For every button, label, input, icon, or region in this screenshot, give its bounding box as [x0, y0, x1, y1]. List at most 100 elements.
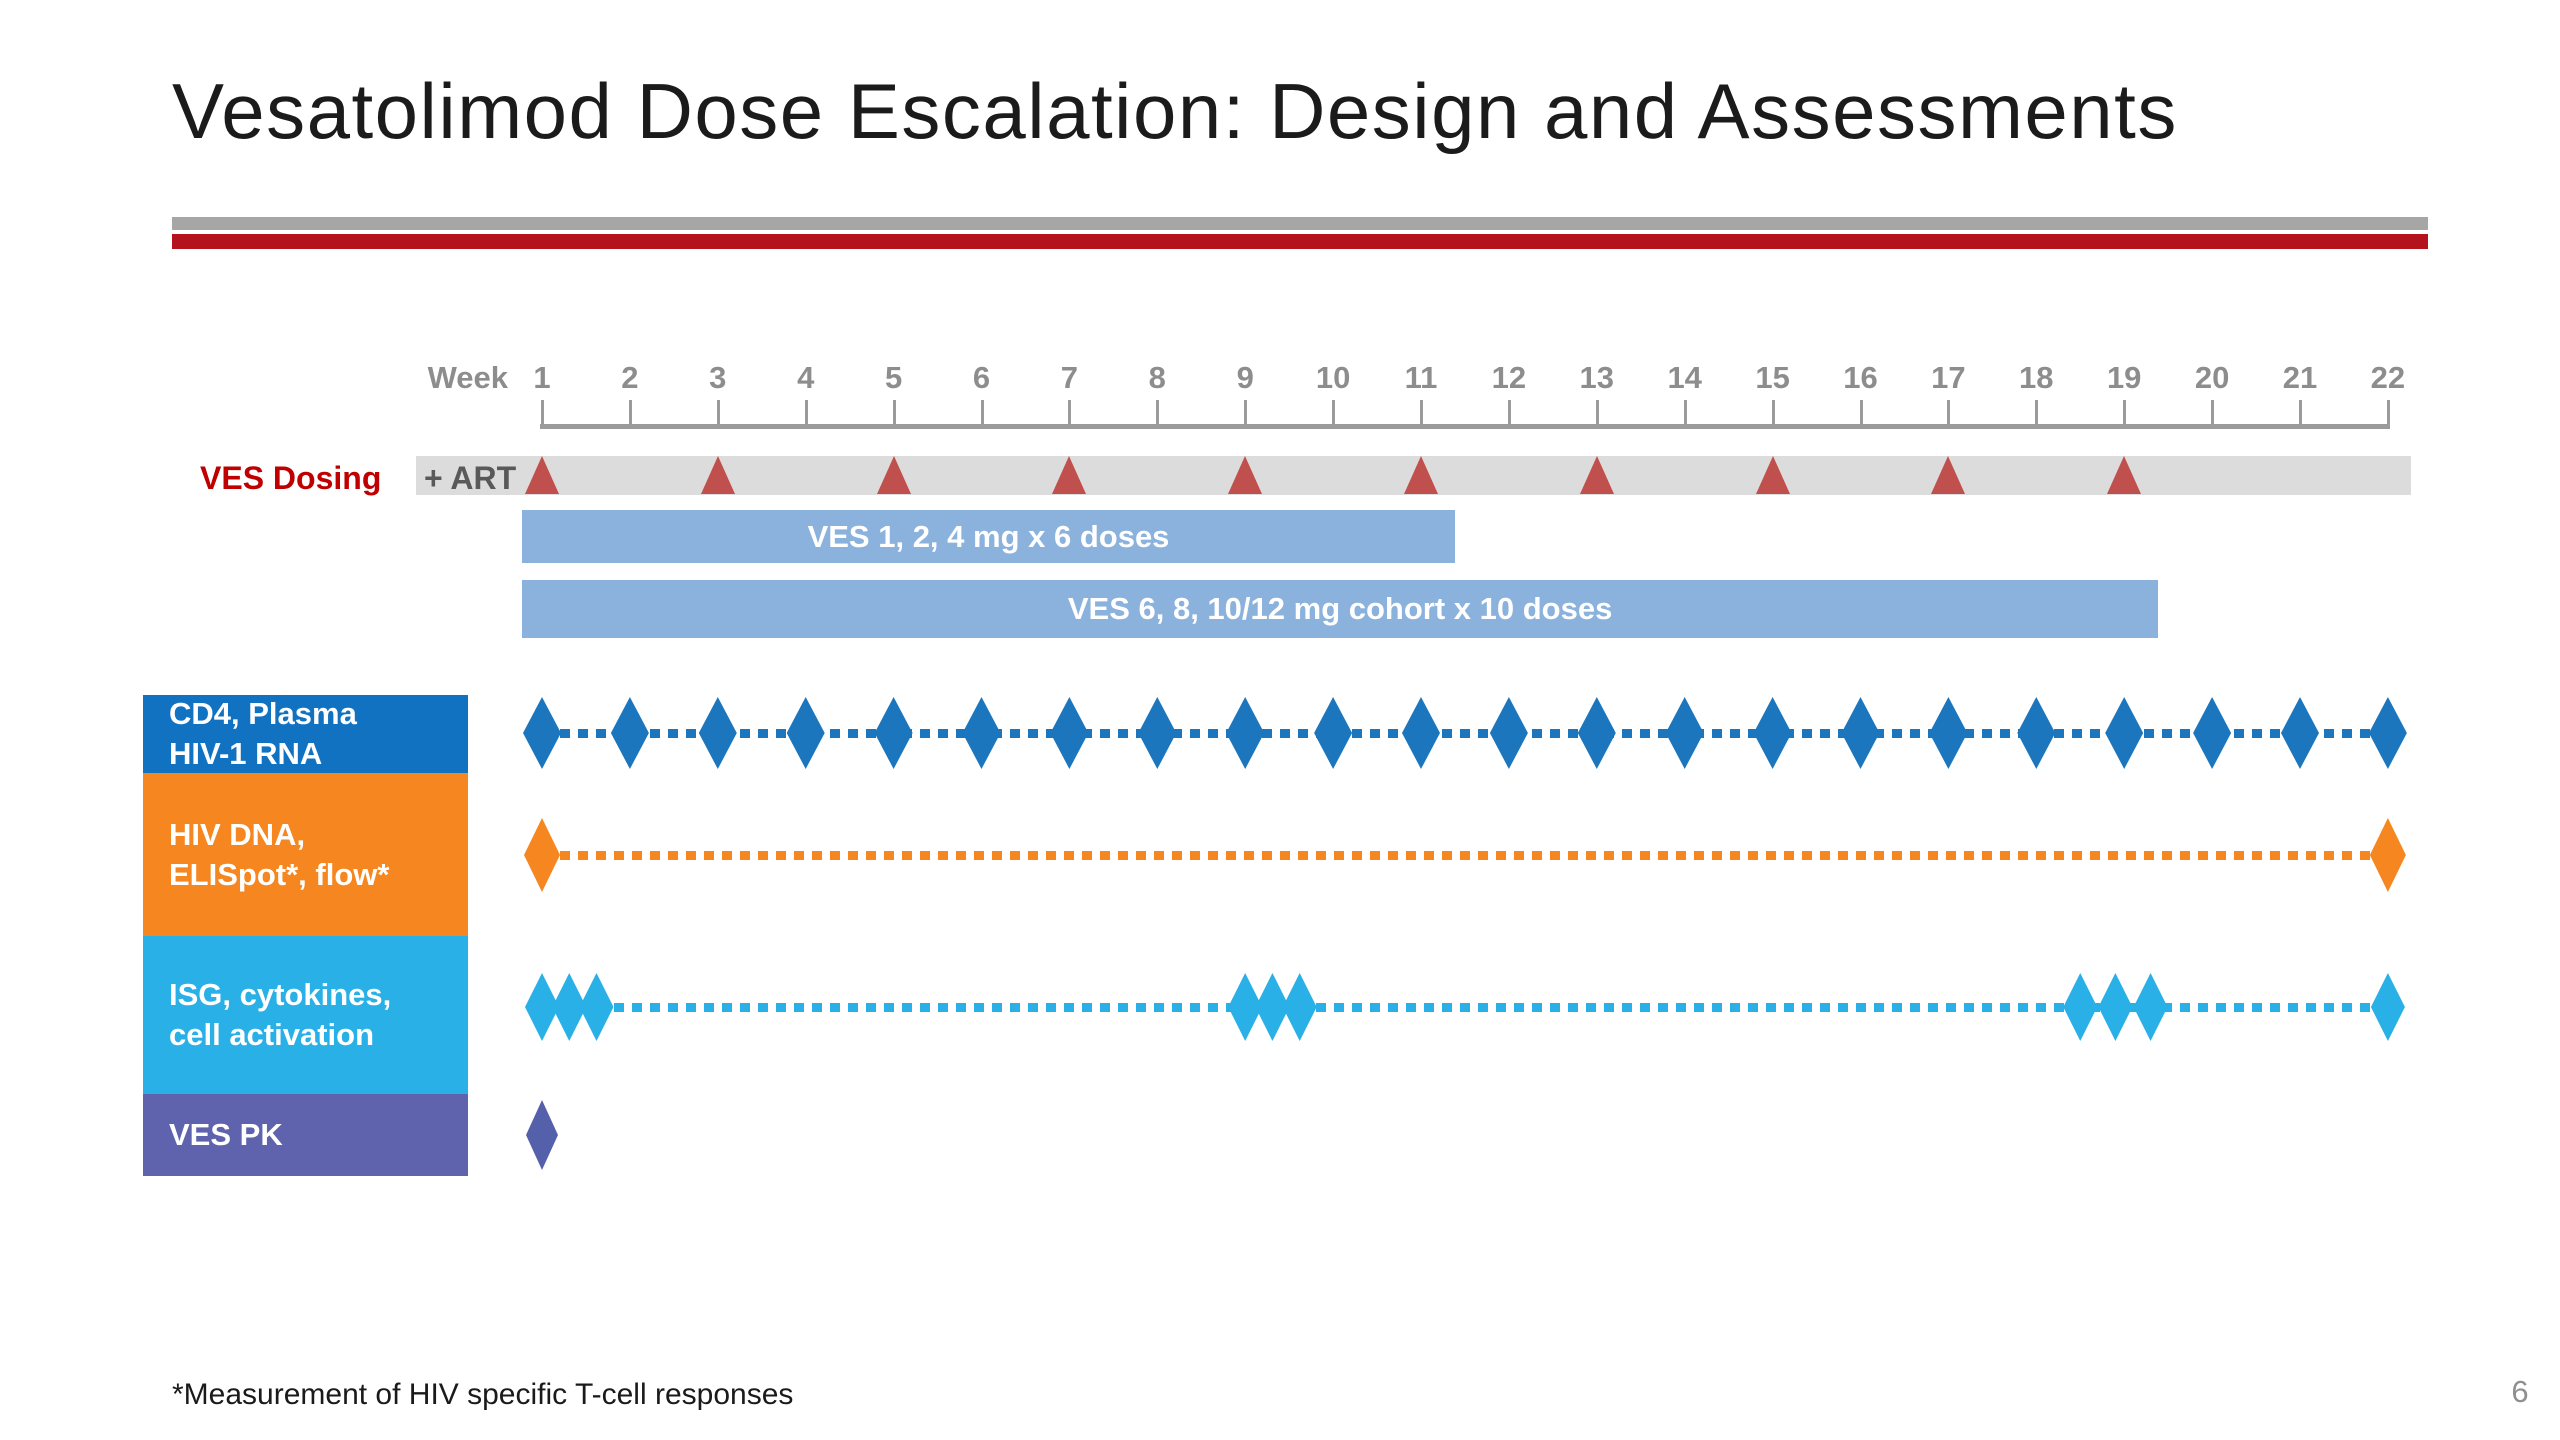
title-rule-red: [172, 234, 2428, 249]
week-number-label: 4: [797, 360, 815, 395]
dose-triangle-icon: [1931, 456, 1966, 494]
week-tick: [2386, 400, 2390, 426]
assessment-box-label: VES PK: [169, 1117, 283, 1152]
week-tick: [1947, 400, 1951, 426]
assessment-diamond-icon: [2098, 973, 2133, 1041]
week-tick: [1683, 400, 1687, 426]
assessment-box-isg-cytokines: ISG, cytokines, cell activation: [143, 936, 468, 1094]
assessment-diamond-icon: [2368, 697, 2407, 769]
week-tick: [892, 400, 896, 426]
assessment-dotted-line: [542, 1003, 2388, 1012]
week-number-label: 22: [2370, 360, 2406, 395]
assessment-diamond-icon: [610, 697, 649, 769]
week-tick: [541, 400, 544, 426]
week-number-label: 10: [1315, 360, 1351, 395]
dose-triangle-icon: [1052, 456, 1087, 494]
assessment-diamond-icon: [874, 697, 913, 769]
assessment-dotted-line: [542, 851, 2388, 860]
week-number-label: 15: [1755, 360, 1790, 395]
week-tick: [628, 400, 632, 426]
assessment-diamond-icon: [1282, 973, 1317, 1041]
assessment-box-label: HIV DNA,: [169, 816, 306, 852]
dose-triangle-icon: [1579, 456, 1614, 494]
dose-triangle-icon: [876, 456, 911, 494]
week-tick: [1244, 400, 1248, 426]
week-number-label: 7: [1060, 360, 1079, 395]
week-tick: [2299, 400, 2302, 426]
dose-cohort-bar: VES 6, 8, 10/12 mg cohort x 10 doses: [522, 580, 2159, 638]
week-number-label: 17: [1931, 360, 1966, 395]
dose-triangle-icon: [1228, 456, 1263, 494]
week-number-label: 9: [1236, 360, 1254, 395]
assessment-box-label: ISG, cytokines,: [169, 977, 392, 1012]
slide-title: Vesatolimod Dose Escalation: Design and …: [172, 67, 2178, 155]
assessment-diamond-icon: [2017, 697, 2056, 769]
dose-cohort-bar-label: VES 1, 2, 4 mg x 6 doses: [807, 518, 1170, 554]
week-number-label: 21: [2282, 360, 2318, 395]
title-rule-gray: [172, 217, 2428, 230]
week-tick: [2211, 400, 2215, 426]
dose-triangle-icon: [525, 456, 559, 494]
dose-triangle-icon: [700, 456, 735, 494]
assessment-diamond-icon: [1665, 697, 1704, 769]
assessment-diamond-icon: [1929, 697, 1968, 769]
assessment-box-ves-pk: VES PK: [143, 1094, 468, 1176]
assessment-diamond-icon: [1841, 697, 1880, 769]
art-label: + ART: [424, 460, 517, 496]
dose-cohort-bar-label: VES 6, 8, 10/12 mg cohort x 10 doses: [1067, 591, 1613, 626]
assessment-diamond-icon: [1577, 697, 1616, 769]
week-tick: [1420, 400, 1423, 426]
assessment-diamond-icon: [2105, 697, 2144, 769]
dose-triangle-icon: [1755, 456, 1790, 494]
week-number-label: 20: [2194, 360, 2230, 395]
assessment-diamond-icon: [2369, 818, 2406, 892]
week-number-label: 14: [1667, 360, 1702, 395]
dose-triangle-icon: [2107, 456, 2142, 494]
ves-dosing-label: VES Dosing: [200, 460, 382, 496]
assessment-diamond-icon: [523, 697, 561, 769]
assessment-diamond-icon: [579, 973, 614, 1041]
assessment-diamond-icon: [698, 697, 737, 769]
week-number-label: 3: [709, 360, 727, 395]
week-number-label: 13: [1579, 360, 1615, 395]
week-number-label: 1: [533, 360, 551, 395]
assessment-diamond-icon: [2133, 973, 2168, 1041]
assessment-diamond-icon: [962, 697, 1001, 769]
assessment-box-label: ELISpot*, flow*: [169, 856, 390, 892]
assessment-diamond-icon: [1753, 697, 1792, 769]
assessment-box-label: cell activation: [169, 1017, 375, 1052]
week-tick: [1595, 400, 1599, 426]
week-tick: [1859, 400, 1863, 426]
assessment-diamond-icon: [1050, 697, 1089, 769]
week-axis-line: [540, 424, 2390, 429]
assessment-diamond-icon: [2370, 973, 2405, 1041]
week-tick: [1068, 400, 1072, 426]
assessment-diamond-icon: [1226, 697, 1265, 769]
week-number-label: 5: [884, 360, 903, 395]
assessment-diamond-icon: [1314, 697, 1353, 769]
assessment-diamond-icon: [2193, 697, 2232, 769]
assessment-diamond-icon: [526, 1100, 558, 1170]
assessment-diamond-icon: [1138, 697, 1177, 769]
week-axis-label: Week: [427, 360, 508, 395]
page-number: 6: [2511, 1374, 2529, 1409]
assessment-diamond-icon: [2063, 973, 2098, 1041]
dose-triangle-icon: [1404, 456, 1438, 494]
week-tick: [980, 400, 984, 426]
assessment-box-label: HIV-1 RNA: [169, 736, 323, 771]
week-number-label: 16: [1843, 360, 1878, 395]
assessment-box-hiv-dna-elispot-flow: HIV DNA, ELISpot*, flow*: [143, 773, 468, 936]
week-number-label: 6: [972, 360, 991, 395]
week-tick: [2123, 400, 2127, 426]
week-tick: [1507, 400, 1511, 426]
assessment-diamond-icon: [786, 697, 825, 769]
week-tick: [1332, 400, 1336, 426]
dose-cohort-bar: VES 1, 2, 4 mg x 6 doses: [522, 510, 1455, 563]
assessment-box-label: CD4, Plasma: [169, 696, 357, 731]
assessment-diamond-icon: [524, 818, 560, 892]
week-tick: [716, 400, 720, 426]
week-number-label: 12: [1491, 360, 1527, 395]
week-number-label: 8: [1148, 360, 1166, 395]
assessment-diamond-icon: [2281, 697, 2319, 769]
